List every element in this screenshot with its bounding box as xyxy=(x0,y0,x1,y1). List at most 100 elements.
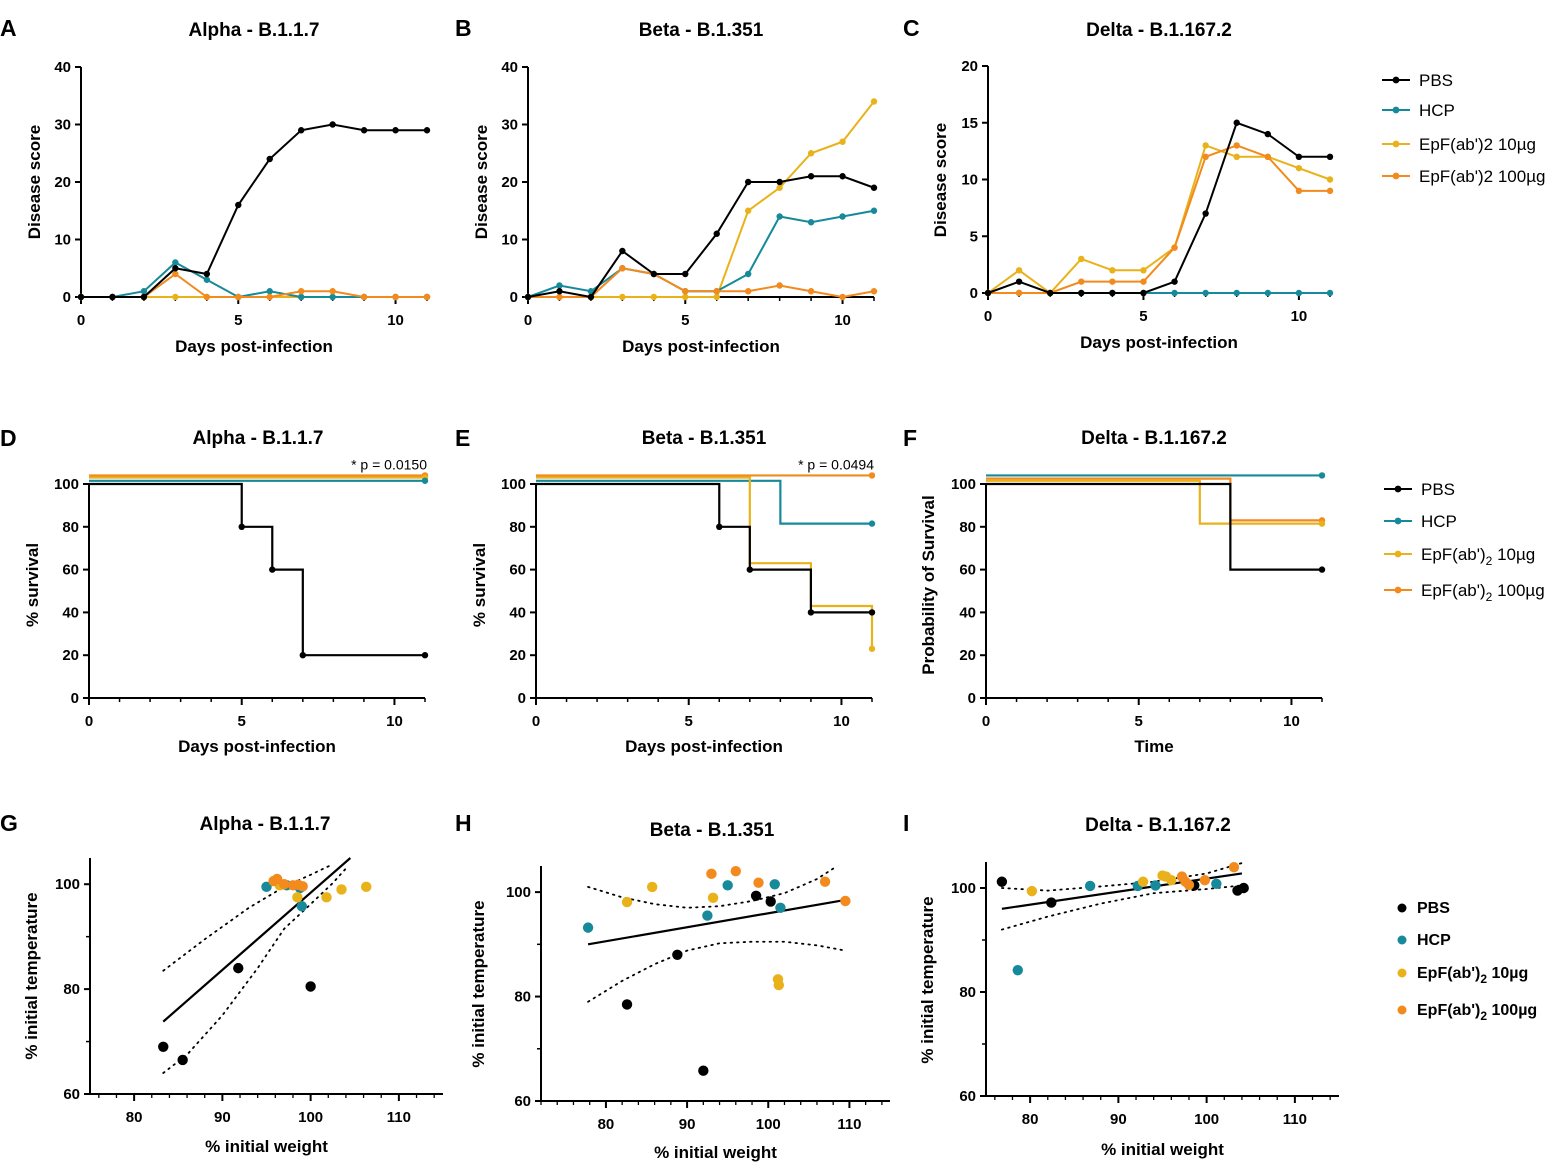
panel-a-letter: A xyxy=(0,15,17,41)
panel-a-title: Alpha - B.1.1.7 xyxy=(189,20,320,41)
panel-e-mark-pbs xyxy=(868,609,876,616)
panel-c-point-epf-ab-2-10-g xyxy=(1015,267,1023,274)
panel-i-y-label: % initial temperature xyxy=(918,896,937,1063)
panel-c-point-epf-ab-2-100-g xyxy=(1295,187,1303,195)
panel-a-x-tick-label: 5 xyxy=(234,312,242,329)
panel-a-line-hcp xyxy=(81,261,427,299)
panel-c-x-tick-label: 0 xyxy=(984,308,992,325)
panel-a-point-pbs xyxy=(423,127,431,134)
panel-f-letter: F xyxy=(903,425,917,451)
legend-marker-epf-ab-2-10-g xyxy=(1397,968,1407,978)
panel-b-point-hcp xyxy=(556,282,563,289)
panel-b-point-pbs xyxy=(839,173,846,180)
panel-b-x-label: Days post-infection xyxy=(622,337,780,356)
panel-h-point-epf-ab-2-10-g xyxy=(707,892,719,904)
panel-i-point-pbs xyxy=(1046,897,1057,908)
panel-h-ci-upper xyxy=(587,867,835,909)
panel-i-point-epf-ab-2-100-g xyxy=(1199,875,1211,886)
panel-f-y-tick-label: 0 xyxy=(968,690,976,707)
panel-h-point-hcp xyxy=(775,902,786,913)
panel-b-point-hcp xyxy=(870,207,878,214)
panel-g: G Alpha - B.1.1.7 60 80 100 80 90 100 110 % initi… xyxy=(0,810,443,1156)
panel-a-y-label: Disease score xyxy=(25,125,44,239)
panel-a-x-label: Days post-infection xyxy=(175,337,333,356)
panel-i-point-epf-ab-2-10-g xyxy=(1026,885,1038,897)
panel-f-x-tick-label: 5 xyxy=(1135,713,1143,730)
panel-a-x-tick-label: 0 xyxy=(77,312,85,329)
panel-d-mark-pbs xyxy=(421,652,429,659)
legend-marker-pbs xyxy=(1394,485,1402,493)
panel-i-x-tick-label: 80 xyxy=(1022,1111,1039,1128)
panel-d-y-label: % survival xyxy=(23,543,42,627)
legend-marker-pbs xyxy=(1392,76,1400,84)
panel-b-point-epf-ab-2-10-g xyxy=(619,293,626,301)
panel-b-point-epf-ab-2-100-g xyxy=(870,288,878,295)
panel-h-point-pbs xyxy=(698,1065,709,1076)
panel-a-y-tick-label: 20 xyxy=(54,174,71,191)
panel-d-mark-hcp xyxy=(421,477,429,484)
panel-c-point-pbs xyxy=(1140,289,1147,297)
panel-a-y-tick-label: 0 xyxy=(63,289,71,306)
panel-f-mark-hcp xyxy=(1318,472,1326,479)
panel-b-point-epf-ab-2-100-g xyxy=(776,282,783,289)
panel-g-ci-lower xyxy=(162,867,347,1074)
panel-e-letter: E xyxy=(455,425,470,451)
panel-b-x-tick-label: 5 xyxy=(681,312,689,329)
panel-h-point-pbs xyxy=(672,949,683,960)
panel-e-y-tick-label: 60 xyxy=(509,562,526,579)
panel-c: C Delta - B.1.167.2 0 5 10 15 20 0 5 10 Days post-… xyxy=(903,15,1334,352)
panel-c-point-pbs xyxy=(1171,278,1178,285)
panel-g-point-hcp xyxy=(261,881,272,893)
panel-a-point-epf-ab-2-100-g xyxy=(266,293,273,301)
panel-b-y-tick-label: 40 xyxy=(501,59,518,76)
panel-c-point-pbs xyxy=(1109,289,1116,297)
panel-c-point-pbs xyxy=(1046,289,1054,297)
legend-label-hcp: HCP xyxy=(1417,932,1451,949)
panel-b-point-pbs xyxy=(619,247,626,255)
panel-i-point-hcp xyxy=(1150,880,1161,891)
panel-b-y-tick-label: 30 xyxy=(501,117,518,134)
panel-c-point-pbs xyxy=(1015,278,1023,285)
panel-e-x-tick-label: 5 xyxy=(685,713,693,730)
legend-label-hcp: HCP xyxy=(1419,101,1455,120)
panel-a-point-pbs xyxy=(360,127,368,134)
legend-marker-epf-ab-2-10-g xyxy=(1392,140,1400,148)
panel-a-y-tick-label: 30 xyxy=(54,117,71,134)
panel-b-line-epf-ab-2-10-g xyxy=(528,100,875,298)
panel-h-ci-lower xyxy=(587,940,847,1003)
legend-label-epf-ab-2-10-g: EpF(ab')2 10µg xyxy=(1417,965,1528,986)
legend-label-epf-ab-2-10-g: EpF(ab')2 10µg xyxy=(1419,135,1536,154)
panel-g-point-epf-ab-2-10-g xyxy=(321,892,332,903)
panel-i-point-epf-ab-2-10-g xyxy=(1166,875,1177,886)
panel-c-title: Delta - B.1.167.2 xyxy=(1086,20,1232,41)
panel-e-y-tick-label: 80 xyxy=(509,519,526,536)
legend-label-pbs: PBS xyxy=(1417,900,1450,917)
panel-f-x-label: Time xyxy=(1134,737,1173,756)
panel-h-point-epf-ab-2-100-g xyxy=(819,876,831,887)
panel-b-letter: B xyxy=(455,15,472,41)
panel-a-point-hcp xyxy=(203,276,211,283)
panel-h-point-epf-ab-2-10-g xyxy=(621,896,633,908)
panel-c-x-label: Days post-infection xyxy=(1080,333,1238,352)
panel-f-mark-epf-ab-2-10-g xyxy=(1318,520,1326,527)
panel-e-title: Beta - B.1.351 xyxy=(642,428,767,449)
panel-d-y-tick-label: 100 xyxy=(54,476,79,493)
legend-label-pbs: PBS xyxy=(1421,480,1455,499)
panel-f: F Delta - B.1.167.2 0 20 40 60 80 100 0 5 10 Time Pr… xyxy=(903,425,1326,756)
legend-top: PBS HCP EpF(ab')2 10µg EpF(ab')2 100µg xyxy=(1382,71,1545,186)
panel-e-mark-pbs xyxy=(807,609,815,616)
panel-b-line-epf-ab-2-100-g xyxy=(528,267,875,299)
panel-d-mark-pbs xyxy=(299,652,307,659)
panel-g-regression-line xyxy=(162,857,352,1023)
panel-h-x-label: % initial weight xyxy=(654,1143,777,1162)
panel-i: I Delta - B.1.167.2 60 80 100 80 90 100 110 % ini… xyxy=(903,810,1339,1159)
panel-c-letter: C xyxy=(903,15,920,41)
panel-f-y-tick-label: 20 xyxy=(959,647,976,664)
panel-a-point-pbs xyxy=(203,270,211,278)
panel-h-y-tick-label: 80 xyxy=(514,989,531,1006)
panel-a-point-hcp xyxy=(297,293,305,301)
panel-d-x-label: Days post-infection xyxy=(178,737,336,756)
panel-a-point-pbs xyxy=(172,265,179,272)
panel-g-point-pbs xyxy=(305,981,316,992)
